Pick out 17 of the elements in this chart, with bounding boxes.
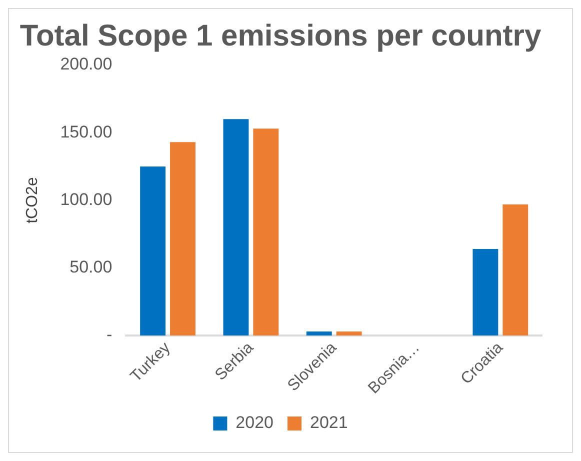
legend-label: 2020 <box>236 413 274 432</box>
y-tick-label: 100.00 <box>60 190 112 209</box>
bar <box>336 331 362 336</box>
bar <box>140 166 166 336</box>
y-tick-label: 50.00 <box>70 258 112 277</box>
bar <box>306 331 332 336</box>
y-tick-label: - <box>106 325 112 344</box>
y-tick-label: 150.00 <box>60 122 112 142</box>
legend-label: 2021 <box>310 413 348 432</box>
y-tick-label: 200.00 <box>60 54 112 74</box>
bar <box>502 204 528 336</box>
bar <box>472 248 498 336</box>
y-axis-title: tCO2e <box>24 177 42 224</box>
bar <box>253 128 279 336</box>
bar <box>223 119 249 336</box>
chart-title: Total Scope 1 emissions per country <box>20 19 542 52</box>
bar <box>170 142 196 336</box>
